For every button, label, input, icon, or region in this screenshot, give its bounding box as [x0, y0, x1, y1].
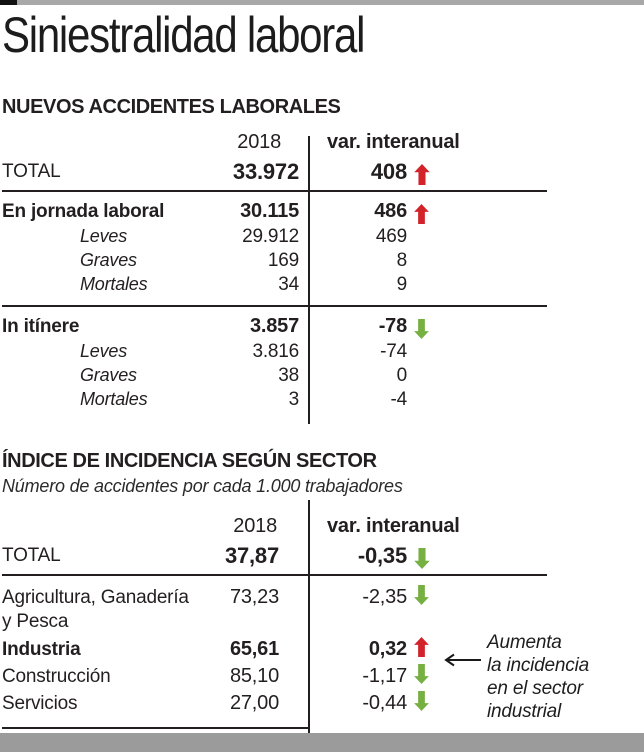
column-header-var-interanual: var. interanual [327, 515, 460, 537]
group-var: -78 [378, 315, 408, 337]
total-var: -0,35 [357, 543, 407, 568]
sector-value-2018: 73,23 [229, 586, 279, 608]
row-value-2018: 3.816 [252, 341, 299, 362]
top-rule-black-segment [0, 0, 17, 5]
table-row: Construcción 85,10 -1,17 [2, 662, 602, 689]
row-value-2018: 34 [278, 274, 299, 295]
group-value-2018: 30.115 [240, 200, 299, 222]
row-var: 9 [396, 274, 408, 295]
sector-label: Agricultura, Ganadería y Pesca [2, 587, 189, 632]
row-label: Graves [80, 250, 137, 270]
page-title: Siniestralidad laboral [2, 7, 365, 63]
total-label: TOTAL [2, 161, 61, 182]
total-label: TOTAL [2, 545, 61, 566]
accidents-table-title: NUEVOS ACCIDENTES LABORALES [2, 96, 341, 118]
accidents-table: NUEVOS ACCIDENTES LABORALES 2018 var. in… [2, 96, 602, 430]
table-row: Mortales 34 9 [2, 274, 602, 298]
table-row: Graves 169 8 [2, 250, 602, 274]
column-header-2018: 2018 [237, 131, 281, 153]
row-value-2018: 38 [278, 365, 299, 386]
divider-rule [2, 305, 547, 307]
table-row: Graves 38 0 [2, 365, 602, 389]
incidence-header-row: 2018 var. interanual [2, 506, 602, 538]
table-row: Leves 29.912 469 [2, 226, 602, 250]
annotation-line: la incidencia [487, 655, 589, 676]
total-value-2018: 33.972 [232, 159, 299, 184]
table-row: TOTAL 37,87 -0,35 [2, 538, 602, 574]
row-var: -4 [390, 389, 408, 410]
sector-label: Industria [2, 639, 81, 660]
decrease-arrow-icon [407, 547, 443, 569]
row-var: 8 [396, 250, 408, 271]
row-label: Leves [80, 226, 128, 246]
row-label: Mortales [80, 274, 148, 294]
row-value-2018: 169 [267, 250, 299, 271]
row-label: Graves [80, 365, 137, 385]
group-label: En jornada laboral [2, 200, 165, 222]
table-row: En jornada laboral 30.115 486 [2, 197, 602, 226]
column-divider-line [308, 500, 310, 733]
decrease-arrow-icon [407, 664, 443, 684]
row-value-2018: 3 [288, 389, 300, 410]
sector-var: -2,35 [362, 586, 407, 608]
divider-rule [2, 574, 547, 576]
total-value-2018: 37,87 [224, 543, 279, 568]
group-value-2018: 3.857 [249, 315, 299, 337]
bottom-rule [2, 727, 308, 729]
increase-arrow-icon [407, 163, 443, 185]
decrease-arrow-icon [407, 585, 443, 605]
row-value-2018: 29.912 [242, 226, 299, 247]
table-row: Servicios 27,00 -0,44 [2, 689, 602, 716]
column-header-var-interanual: var. interanual [327, 131, 460, 153]
row-var: -74 [380, 341, 407, 362]
group-label: In itínere [2, 315, 80, 337]
in-itinere-group: In itínere 3.857 -78 Leves 3.816 -74 Gra… [2, 307, 602, 420]
column-divider-line [308, 136, 310, 424]
annotation-line: en el sector [487, 678, 583, 699]
total-var: 408 [370, 159, 407, 184]
sector-label: Servicios [2, 693, 78, 714]
table-row: Agricultura, Ganadería y Pesca 73,23 -2,… [2, 583, 602, 635]
table-row: Industria 65,61 0,32 [2, 635, 602, 662]
table-row: Mortales 3 -4 [2, 389, 602, 413]
sector-value-2018: 65,61 [229, 638, 279, 660]
table-row: TOTAL 33.972 408 [2, 154, 602, 190]
sector-var: -1,17 [362, 665, 407, 687]
sector-rows: Agricultura, Ganadería y Pesca 73,23 -2,… [2, 576, 602, 716]
increase-arrow-icon [407, 203, 443, 224]
annotation-line: industrial [487, 701, 562, 722]
row-label: Mortales [80, 389, 148, 409]
sector-value-2018: 27,00 [229, 692, 279, 714]
top-rule-bar [0, 0, 644, 5]
annotation-line: Aumenta [487, 632, 562, 653]
incidence-table-subtitle: Número de accidentes por cada 1.000 trab… [2, 476, 403, 496]
column-header-2018: 2018 [233, 515, 277, 537]
sector-label: Construcción [2, 666, 111, 687]
bottom-gray-bar [0, 733, 644, 752]
group-var: 486 [374, 200, 407, 222]
increase-arrow-icon [407, 637, 443, 657]
table-row: Leves 3.816 -74 [2, 341, 602, 365]
incidence-table-title: ÍNDICE DE INCIDENCIA SEGÚN SECTOR [2, 450, 377, 472]
row-var: 0 [396, 365, 408, 386]
row-label: Leves [80, 341, 128, 361]
industry-annotation: Aumenta la incidencia en el sector indus… [487, 631, 637, 723]
sector-var: -0,44 [362, 692, 407, 714]
sector-var: 0,32 [368, 638, 407, 660]
row-var: 469 [375, 226, 407, 247]
divider-rule [2, 190, 547, 192]
jornada-laboral-group: En jornada laboral 30.115 486 Leves 29.9… [2, 192, 602, 305]
accidents-header-row: 2018 var. interanual [2, 122, 602, 154]
left-pointer-arrow-icon [443, 653, 483, 672]
incidence-table: ÍNDICE DE INCIDENCIA SEGÚN SECTOR Número… [2, 450, 602, 733]
sector-value-2018: 85,10 [229, 665, 279, 687]
table-row: In itínere 3.857 -78 [2, 312, 602, 341]
decrease-arrow-icon [407, 691, 443, 711]
decrease-arrow-icon [407, 318, 443, 339]
